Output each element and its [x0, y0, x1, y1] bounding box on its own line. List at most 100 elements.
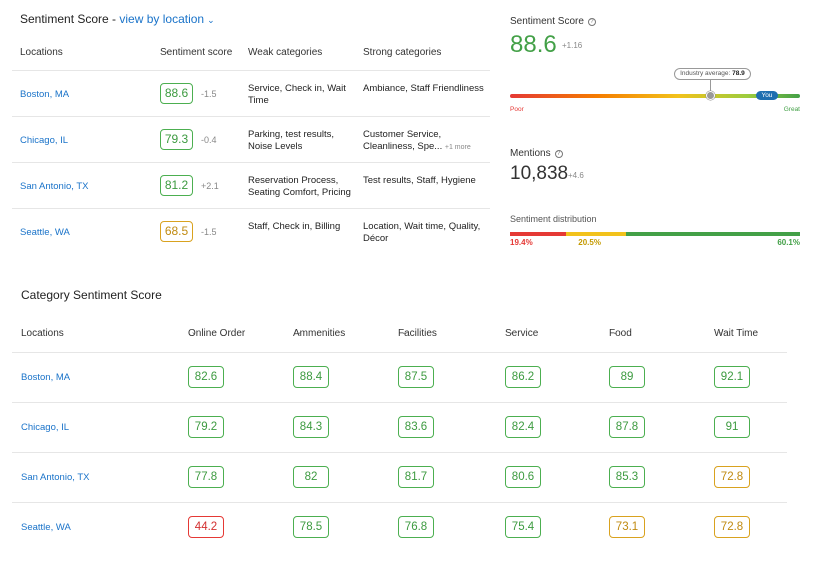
distribution-percent: 60.1% — [777, 238, 800, 247]
score-delta: -1.5 — [201, 89, 217, 99]
location-row: San Antonio, TX 81.2 +2.1 Reservation Proce… — [12, 162, 490, 208]
category-score-badge: 73.1 — [609, 516, 645, 538]
industry-average-tooltip: Industry average: 78.9 — [674, 68, 751, 80]
sentiment-gauge-bar — [510, 94, 800, 98]
category-row: Boston, MA 82.6 88.4 87.5 86.2 89 92.1 — [12, 352, 787, 402]
category-score-badge: 77.8 — [188, 466, 224, 488]
category-score-badge: 78.5 — [293, 516, 329, 538]
distribution-segment — [566, 232, 626, 236]
category-score-badge: 72.8 — [714, 466, 750, 488]
strong-categories-cell: Ambiance, Staff Friendliness — [363, 83, 490, 95]
sentiment-score-label-text: Sentiment Score — [510, 16, 584, 27]
category-score-badge: 44.2 — [188, 516, 224, 538]
score-delta: -0.4 — [201, 135, 217, 145]
strong-categories-cell: Location, Wait time, Quality, Décor — [363, 221, 490, 245]
category-score-badge: 75.4 — [505, 516, 541, 538]
category-score-badge: 92.1 — [714, 366, 750, 388]
panel-title: Sentiment Score - view by location ⌄ — [20, 12, 215, 26]
score-delta: +2.1 — [201, 181, 219, 191]
distribution-bar — [510, 232, 800, 236]
location-row: Seattle, WA 68.5 -1.5 Staff, Check in, Bill… — [12, 208, 490, 254]
category-score-badge: 88.4 — [293, 366, 329, 388]
category-score-badge: 76.8 — [398, 516, 434, 538]
category-header-label: Service — [505, 328, 539, 339]
location-link[interactable]: Seattle, WA — [20, 227, 70, 238]
category-score-badge: 80.6 — [505, 466, 541, 488]
category-score-badge: 81.7 — [398, 466, 434, 488]
strong-categories-cell: Test results, Staff, Hygiene — [363, 175, 490, 187]
category-score-badge: 87.5 — [398, 366, 434, 388]
mentions-label: Mentions? — [510, 148, 563, 159]
category-header-label: Food — [609, 328, 632, 339]
location-link[interactable]: Boston, MA — [20, 89, 70, 100]
info-icon[interactable]: ? — [587, 18, 596, 26]
distribution-segment — [510, 232, 567, 236]
industry-average-label: Industry average: — [680, 70, 731, 77]
weak-categories: Service, Check in, Wait Time — [248, 83, 346, 106]
location-link[interactable]: San Antonio, TX — [21, 472, 90, 483]
weak-categories: Parking, test results, Noise Levels — [248, 129, 335, 152]
category-score-badge: 72.8 — [714, 516, 750, 538]
location-link[interactable]: Seattle, WA — [21, 522, 71, 533]
category-score-badge: 79.2 — [188, 416, 224, 438]
sentiment-score-badge: 79.3 — [160, 129, 193, 150]
category-score-badge: 82 — [293, 466, 329, 488]
category-table-header: Locations Online Order ⌄ Ammenities ⌄ Facilit… — [12, 328, 802, 342]
weak-categories: Staff, Check in, Billing — [248, 221, 341, 232]
gauge-poor-label: Poor — [510, 106, 524, 113]
location-link[interactable]: Chicago, IL — [20, 135, 69, 146]
score-delta: -1.5 — [201, 227, 217, 237]
strong-categories: Location, Wait time, Quality, Décor — [363, 221, 481, 244]
strong-categories: Customer Service, Cleanliness, Spe... — [363, 129, 443, 152]
sentiment-score-value: 88.6 — [510, 31, 557, 58]
distribution-label: Sentiment distribution — [510, 214, 597, 224]
sentiment-score-card: Sentiment Score? 88.6 +1.16 Industry ave… — [510, 0, 810, 260]
category-header-label: Wait Time — [714, 328, 759, 339]
industry-average-stem — [710, 80, 712, 94]
view-by-location-label: view by location — [119, 12, 205, 26]
chevron-down-icon: ⌄ — [401, 329, 407, 336]
location-link[interactable]: Chicago, IL — [21, 422, 70, 433]
mentions-delta: +4.6 — [568, 171, 584, 180]
you-marker: You — [755, 91, 778, 100]
sentiment-score-badge: 81.2 — [160, 175, 193, 196]
strong-categories: Test results, Staff, Hygiene — [363, 175, 476, 186]
chevron-down-icon: ⌄ — [612, 329, 618, 336]
industry-average-marker — [705, 91, 715, 100]
sentiment-score-label: Sentiment Score? — [510, 16, 596, 27]
header-sentiment-score-label: Sentiment score — [160, 47, 233, 58]
chevron-down-icon: ⌄ — [163, 48, 169, 55]
strong-categories: Ambiance, Staff Friendliness — [363, 83, 484, 94]
more-link[interactable]: +1 more — [444, 144, 471, 151]
category-score-badge: 87.8 — [609, 416, 645, 438]
header-strong-categories: Strong categories — [363, 47, 442, 58]
category-score-badge: 82.6 — [188, 366, 224, 388]
header-weak-categories: Weak categories — [248, 47, 323, 58]
view-by-location-dropdown[interactable]: view by location ⌄ — [119, 12, 214, 26]
category-row: Seattle, WA 44.2 78.5 76.8 75.4 73.1 72.8 — [12, 502, 787, 552]
gauge-great-label: Great — [783, 106, 800, 113]
weak-categories: Reservation Process, Seating Comfort, Pr… — [248, 175, 351, 198]
industry-average-value: 78.9 — [732, 70, 745, 77]
category-score-badge: 91 — [714, 416, 750, 438]
sentiment-score-badge: 88.6 — [160, 83, 193, 104]
chevron-down-icon: ⌄ — [191, 329, 197, 336]
category-score-badge: 89 — [609, 366, 645, 388]
distribution-percent: 19.4% — [510, 238, 533, 247]
mentions-value: 10,838 — [510, 163, 569, 184]
category-header-label: Online Order — [188, 328, 246, 339]
category-score-badge: 82.4 — [505, 416, 541, 438]
location-link[interactable]: San Antonio, TX — [20, 181, 89, 192]
header-locations: Locations — [20, 47, 63, 58]
info-icon[interactable]: ? — [554, 150, 563, 158]
category-header-label: Facilities — [398, 328, 437, 339]
location-row: Chicago, IL 79.3 -0.4 Parking, test results… — [12, 116, 490, 162]
location-link[interactable]: Boston, MA — [21, 372, 71, 383]
chevron-down-icon: ⌄ — [296, 329, 302, 336]
chevron-down-icon: ⌄ — [717, 329, 723, 336]
sentiment-score-delta: +1.16 — [562, 41, 583, 50]
category-score-badge: 83.6 — [398, 416, 434, 438]
sentiment-score-badge: 68.5 — [160, 221, 193, 242]
category-section-title: Category Sentiment Score — [21, 288, 162, 302]
chevron-down-icon: ⌄ — [508, 329, 514, 336]
